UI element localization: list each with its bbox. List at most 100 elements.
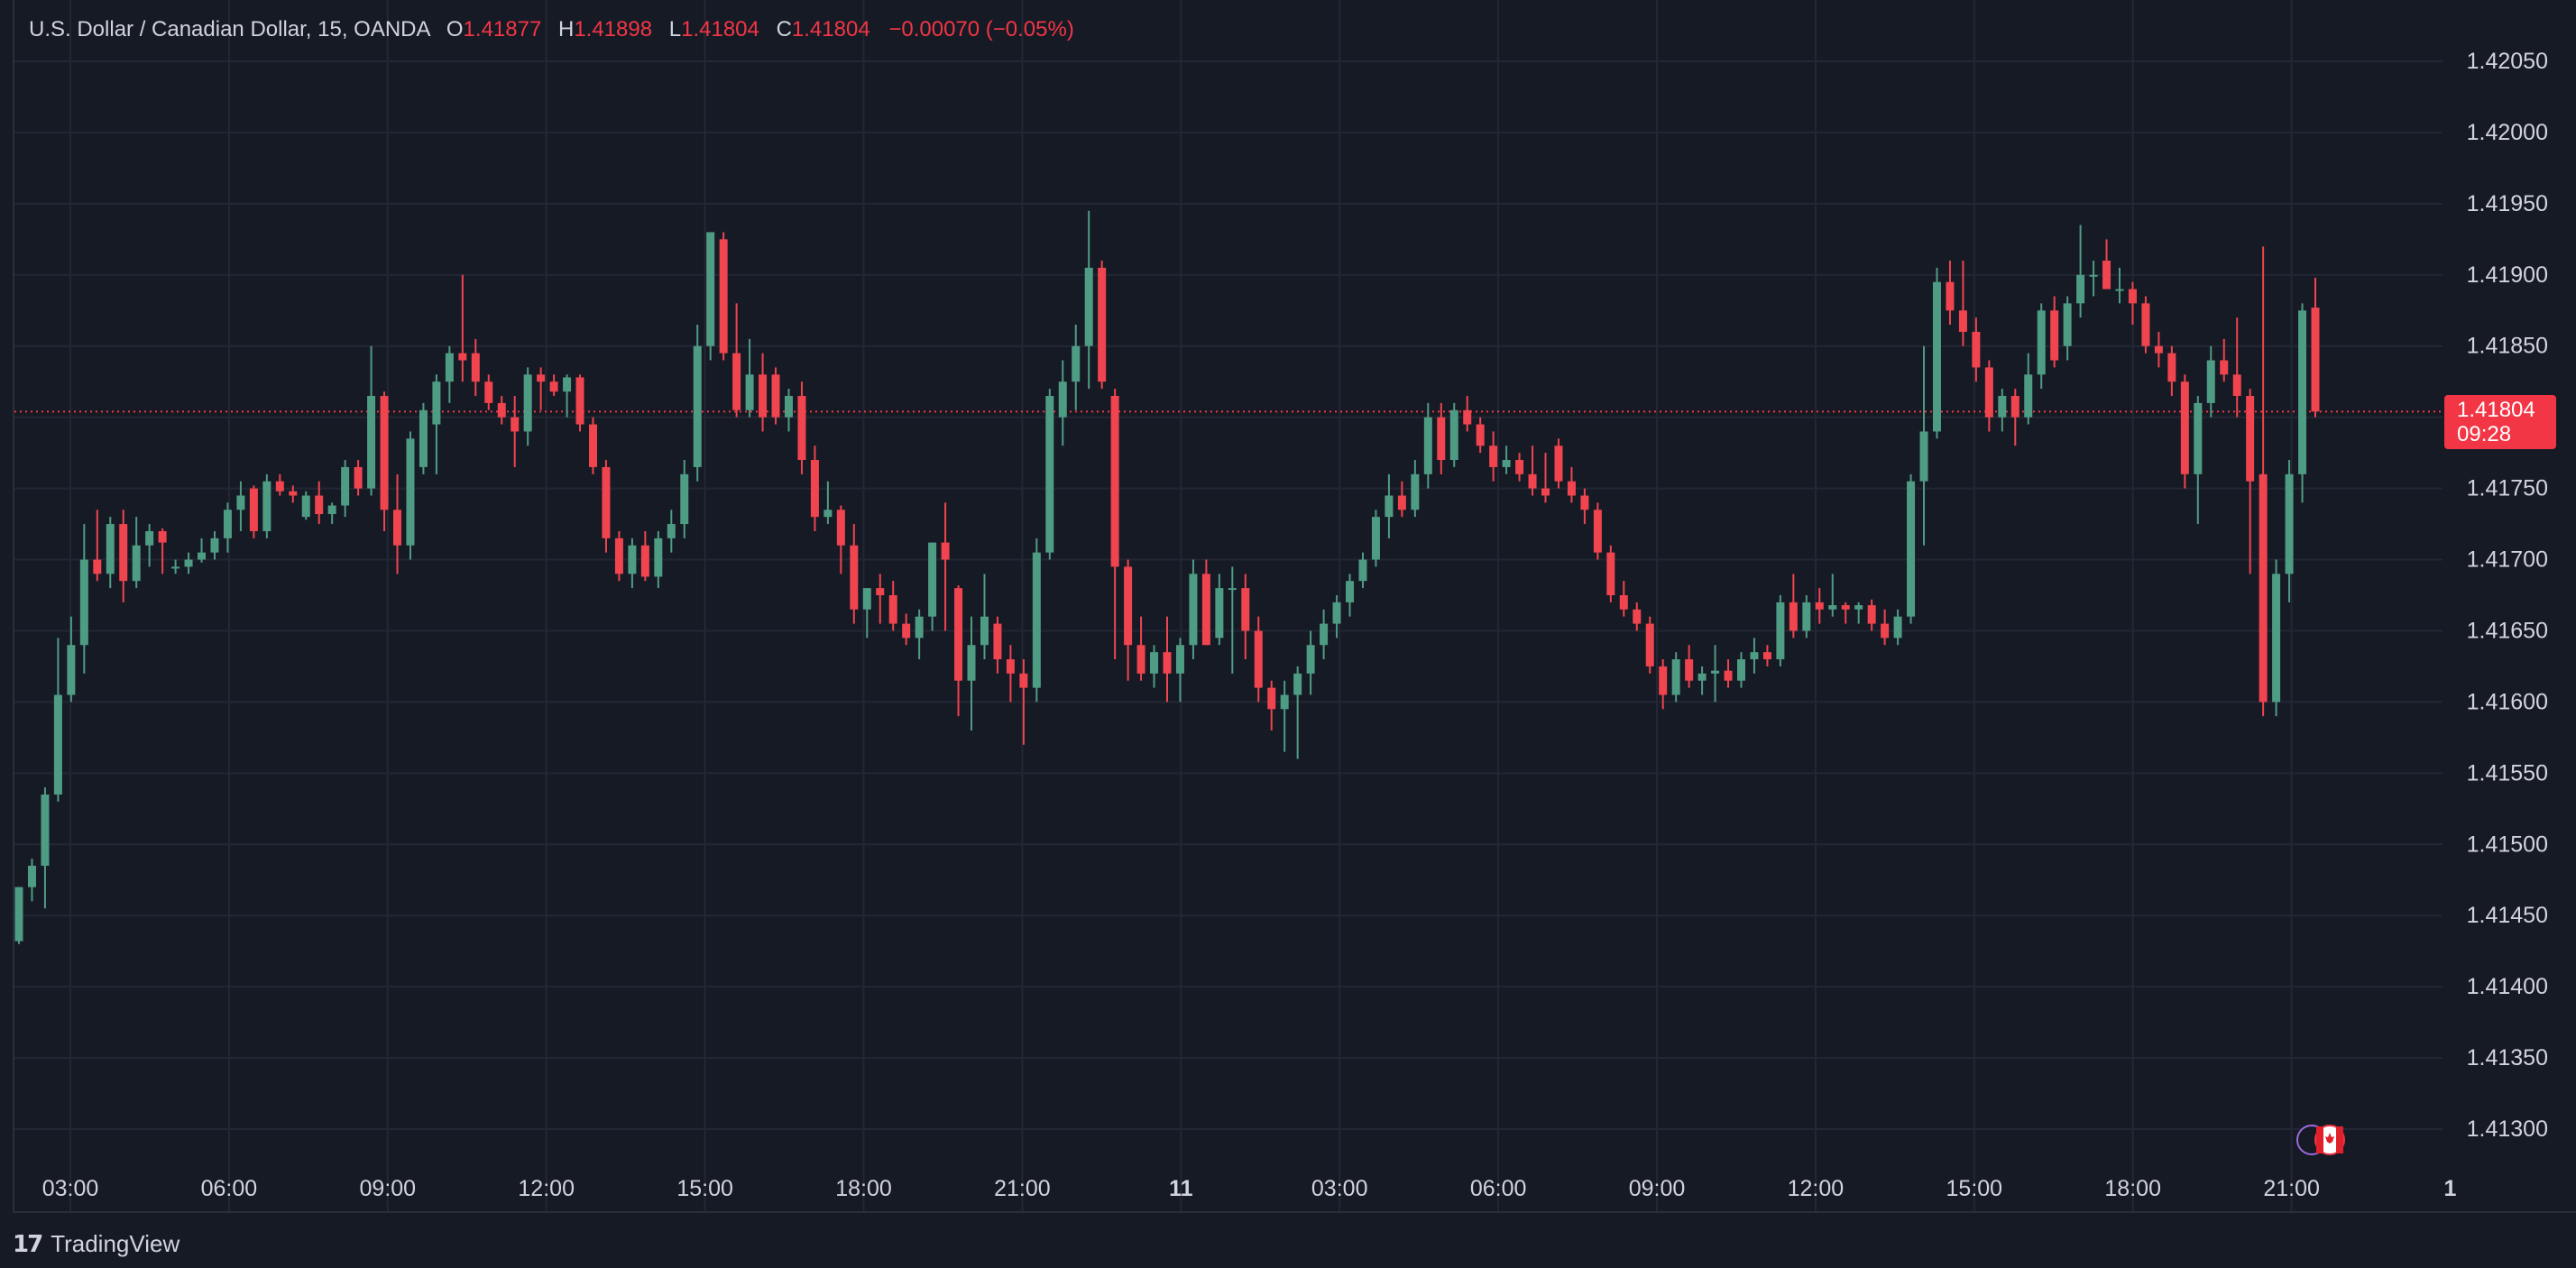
candle-body-up: [236, 495, 245, 510]
candle-body-down: [1619, 595, 1628, 610]
open-value: 1.41877: [463, 17, 542, 41]
x-tick-label: 03:00: [1311, 1176, 1368, 1201]
x-tick-label: 12:00: [1788, 1176, 1845, 1201]
x-tick-label: 21:00: [2263, 1176, 2320, 1201]
candle-body-up: [1750, 652, 1759, 660]
candle-body-up: [1072, 345, 1081, 382]
candle-body-down: [876, 588, 885, 595]
candle-body-up: [301, 495, 310, 518]
footer-branding[interactable]: 𝟭𝟳 TradingView: [13, 1228, 179, 1259]
candle-body-down: [1633, 609, 1642, 624]
candle-body-down: [1946, 281, 1955, 311]
candle-body-down: [315, 495, 324, 515]
candle-body-down: [1580, 495, 1589, 510]
candle-body-down: [1515, 460, 1524, 474]
candle-body-up: [1449, 409, 1458, 461]
candle-body-down: [1724, 670, 1733, 681]
economic-events[interactable]: [2296, 1122, 2351, 1158]
candle-body-down: [1110, 395, 1119, 567]
candle-body-up: [327, 505, 336, 515]
candle-body-up: [1332, 602, 1341, 624]
candle-body-up: [14, 887, 23, 942]
candle-body-down: [1476, 424, 1485, 446]
candle-body-up: [262, 481, 271, 531]
candle-body-up: [419, 409, 428, 467]
candle-body-down: [614, 538, 623, 574]
candle-body-down: [954, 588, 963, 681]
x-tick-label: 21:00: [994, 1176, 1051, 1201]
y-tick-label: 1.41550: [2467, 760, 2548, 786]
x-tick-label: 18:00: [2104, 1176, 2161, 1201]
candle-body-up: [784, 395, 793, 418]
candle-body-down: [1267, 687, 1276, 710]
candle-body-up: [132, 545, 141, 582]
candle-body-down: [1789, 602, 1798, 631]
symbol-title[interactable]: U.S. Dollar / Canadian Dollar, 15, OANDA: [29, 17, 430, 41]
candle-body-up: [2089, 274, 2098, 277]
candle-body-up: [928, 542, 937, 617]
candle-body-down: [289, 491, 298, 496]
candle-body-down: [393, 510, 402, 546]
candle-body-up: [1280, 694, 1289, 710]
candle-body-down: [993, 623, 1002, 660]
tradingview-logo-icon: 𝟭𝟳: [13, 1229, 43, 1257]
candle-body-down: [2128, 289, 2137, 304]
candle-body-down: [471, 353, 480, 382]
candle-body-down: [1124, 566, 1133, 646]
y-tick-label: 1.41950: [2467, 191, 2548, 216]
y-tick-label: 1.41500: [2467, 832, 2548, 857]
candle-body-up: [1697, 673, 1707, 681]
x-tick-label: 06:00: [201, 1176, 258, 1201]
candle-body-up: [445, 353, 454, 382]
candle-body-up: [1671, 659, 1680, 695]
candle-body-up: [1411, 473, 1420, 510]
candle-body-up: [1932, 281, 1941, 432]
candle-body-down: [1163, 652, 1172, 674]
candle-body-up: [654, 538, 663, 577]
candle-body-down: [719, 239, 728, 354]
candle-body-down: [1958, 310, 1967, 332]
candle-body-down: [771, 374, 780, 418]
candle-body-up: [667, 524, 676, 538]
y-tick-label: 1.41300: [2467, 1116, 2548, 1142]
candle-body-up: [1320, 623, 1329, 646]
candle-body-down: [497, 402, 506, 418]
candle-body-down: [1541, 488, 1550, 496]
candle-body-up: [1293, 673, 1302, 695]
y-tick-label: 1.41350: [2467, 1045, 2548, 1070]
candle-body-up: [628, 545, 637, 574]
candle-body-up: [2115, 289, 2124, 291]
x-tick-label: 15:00: [1946, 1176, 2003, 1201]
candle-body-down: [888, 595, 897, 624]
candle-body-down: [1645, 623, 1654, 666]
candle-body-up: [145, 530, 154, 546]
candle-body-down: [1006, 659, 1015, 674]
candle-body-down: [1841, 605, 1850, 610]
candle-body-down: [850, 545, 859, 610]
last-price-value: 1.41804: [2457, 398, 2535, 422]
y-tick-label: 1.41400: [2467, 974, 2548, 999]
candle-body-down: [2050, 310, 2059, 361]
candle-body-up: [53, 694, 62, 795]
candle-body-down: [1463, 409, 1472, 425]
candle-body-up: [1058, 381, 1067, 418]
candle-body-up: [1371, 517, 1380, 560]
candle-body-down: [797, 395, 806, 461]
candle-body-down: [2232, 374, 2241, 396]
candle-body-down: [249, 488, 258, 531]
candle-body-down: [941, 542, 950, 560]
canada-flag-icon[interactable]: [2314, 1125, 2345, 1155]
candle-body-up: [1189, 574, 1198, 646]
candle-body-down: [1136, 645, 1145, 674]
bar-countdown: 09:28: [2457, 422, 2512, 446]
chart-frame: [13, 0, 2576, 1213]
candle-body-down: [380, 395, 389, 510]
y-tick-label: 1.41900: [2467, 262, 2548, 288]
candle-body-down: [119, 524, 128, 582]
candle-body-down: [1489, 446, 1498, 467]
candle-body-down: [158, 530, 167, 543]
candle-body-up: [1385, 495, 1394, 518]
y-tick-label: 1.41600: [2467, 689, 2548, 714]
candle-body-down: [759, 374, 768, 418]
